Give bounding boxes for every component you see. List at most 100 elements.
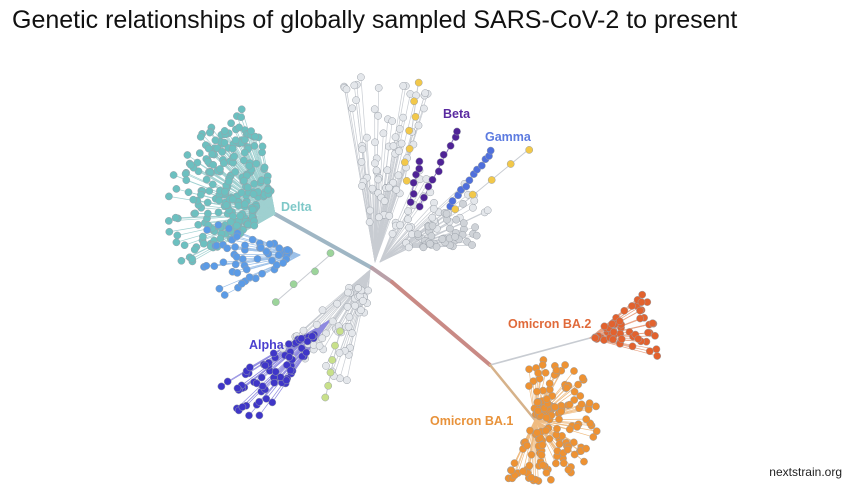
ba2-clade-node [600,322,609,331]
background-clade-node [363,133,371,142]
ba1-clade-node [552,459,560,468]
delta-clade-node [237,188,246,197]
background-clade-node [364,286,372,295]
background-clade-branch [374,150,400,263]
lightblue-clade-node [215,284,224,293]
background-clade-node [278,344,287,353]
ba2-clade-node [648,319,657,328]
delta-clade-node [232,221,241,230]
lightblue-clade-node [258,269,266,278]
background-clade-branch [353,85,376,263]
ba1-clade-node [555,440,564,448]
ba2-clade-node [653,352,662,360]
ba2-clade-node [651,331,659,340]
delta-clade-node [183,151,192,159]
delta-clade-node [190,245,199,254]
lightblue-clade-node [233,232,241,241]
delta-clade-node [240,148,249,157]
background-clade-node [343,302,352,311]
ba1-clade-node [545,435,554,443]
alpha-clade-node [258,382,267,391]
ba2-clade-node [617,335,626,343]
alpha-clade-node [297,334,306,343]
delta-clade-node [208,180,217,189]
delta-clade-node [199,239,208,248]
ba1-clade-node [542,413,551,422]
background-clade-branch [366,137,376,263]
ba1-clade-node [542,395,551,403]
clade-label-omicron-ba2: Omicron BA.2 [508,317,592,331]
delta-clade-node [204,144,213,153]
background-clade-node [359,297,367,305]
background-clade-node [318,334,327,343]
delta-clade-node [203,198,212,207]
yellow-chain-node [402,176,411,185]
ba1-clade-node [564,465,573,474]
background-clade-branch [379,208,435,263]
beta-clade-node [453,127,461,136]
delta-clade-branch [206,179,276,215]
ba1-clade-node [545,379,554,388]
lightblue-clade-node [212,241,221,250]
background-clade-node [420,104,428,113]
ba1-clade-node [534,369,542,377]
background-clade-branch [374,216,380,263]
delta-clade-node [243,183,252,192]
ba2-clade-node [620,306,629,315]
delta-clade-node [165,227,174,236]
yellowgreen-chain-node [324,381,333,390]
ba1-clade-node [565,400,574,409]
background-clade-node [404,243,413,252]
alpha-clade-node [271,367,280,376]
background-clade-node [374,111,382,120]
ba2-clade-node [645,347,654,356]
background-clade-node [344,322,353,331]
delta-clade-node [250,142,259,150]
clade-label-beta: Beta [443,107,471,121]
background-clade-node [371,159,379,168]
delta-clade-node [186,161,195,169]
ba1-clade-node [551,403,559,411]
beta-clade-node [412,170,420,179]
background-clade-node [414,121,423,130]
ba1-clade-node [527,450,536,459]
delta-clade-branch [253,213,276,226]
ba1-clade-node [563,445,572,454]
background-clade-node [328,317,337,326]
background-clade-node [312,320,321,329]
background-clade-branch [339,269,371,354]
delta-clade-node [171,213,180,222]
lightblue-clade-node [257,243,265,252]
background-clade-node [472,231,481,240]
ba1-clade-branch [534,419,558,430]
ba1-clade-node [525,461,534,470]
yellowgreen-chain-node [321,393,330,402]
background-clade-node [352,96,360,105]
ba2-clade-node [628,302,636,310]
background-clade-node [315,342,324,350]
background-clade-node [414,230,422,238]
ba1-clade-node [589,433,598,441]
beta-clade-node [424,182,433,191]
ba1-clade-node [557,407,566,416]
background-clade-branch [346,88,376,263]
ba1-clade-node [519,467,528,476]
background-clade-node [374,175,382,184]
background-clade-node [399,113,407,122]
delta-clade-node [214,208,223,217]
alpha-clade-node [238,403,247,411]
delta-clade-node [184,188,193,197]
yellow-chain-node [405,144,414,153]
delta-clade-node [172,185,181,193]
delta-clade-node [196,133,205,141]
delta-clade-branch [198,204,276,215]
background-clade-node [399,82,408,90]
delta-clade-node [220,138,229,147]
yellowgreen-chain-node [336,327,344,336]
omicron-trunk [390,280,492,367]
delta-clade-node [250,221,259,230]
yellow-chain-node [400,158,409,167]
delta-clade-node [169,171,178,179]
background-clade-branch [339,269,371,379]
background-clade-node [365,218,374,226]
